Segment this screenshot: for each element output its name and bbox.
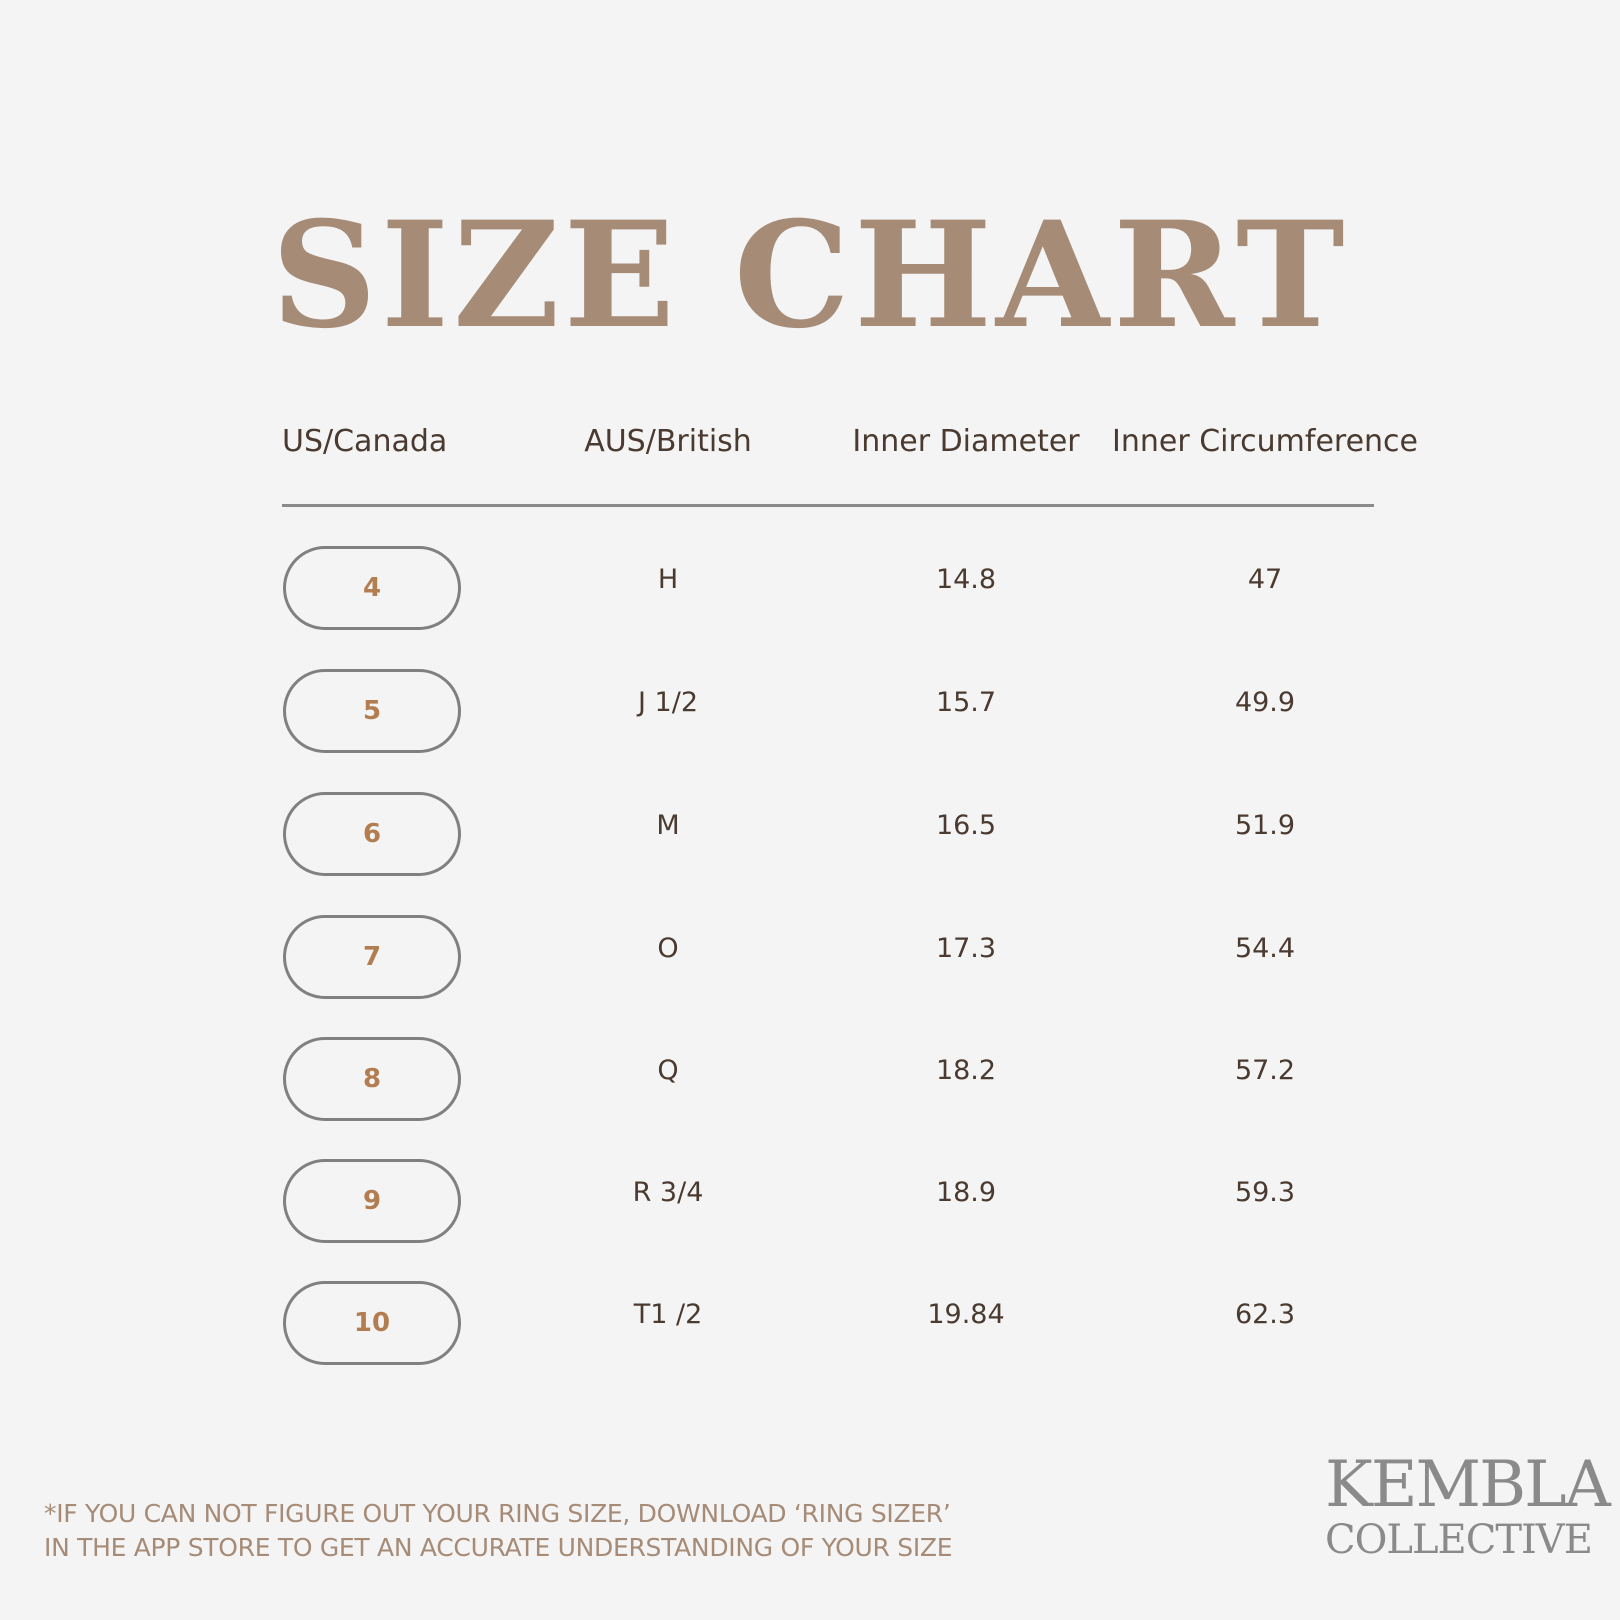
aus-size-cell: T1 /2 — [633, 1299, 703, 1330]
table-row: 9 R 3/4 18.9 59.3 — [0, 1159, 1620, 1243]
header-us-canada: US/Canada — [282, 424, 448, 459]
diameter-cell: 18.9 — [935, 1177, 997, 1208]
circumference-cell: 57.2 — [1234, 1055, 1296, 1086]
table-row: 7 O 17.3 54.4 — [0, 915, 1620, 999]
diameter-cell: 16.5 — [935, 810, 997, 841]
us-size-pill: 9 — [283, 1159, 461, 1243]
aus-size-cell: Q — [657, 1055, 679, 1086]
circumference-cell: 54.4 — [1234, 933, 1296, 964]
us-size-pill: 5 — [283, 669, 461, 753]
circumference-cell: 47 — [1247, 564, 1283, 595]
us-size-pill: 10 — [283, 1281, 461, 1365]
diameter-cell: 19.84 — [927, 1299, 1005, 1330]
us-size-pill: 7 — [283, 915, 461, 999]
logo-line2: COLLECTIVE — [1325, 1517, 1593, 1563]
page-title: SIZE CHART — [271, 190, 1349, 361]
circumference-cell: 62.3 — [1234, 1299, 1296, 1330]
circumference-cell: 51.9 — [1234, 810, 1296, 841]
footer-note-line1: *IF YOU CAN NOT FIGURE OUT YOUR RING SIZ… — [44, 1499, 951, 1528]
header-inner-circumference: Inner Circumference — [1111, 424, 1419, 459]
table-row: 8 Q 18.2 57.2 — [0, 1037, 1620, 1121]
us-size-pill: 8 — [283, 1037, 461, 1121]
aus-size-cell: M — [656, 810, 680, 841]
aus-size-cell: H — [657, 564, 679, 595]
diameter-cell: 17.3 — [935, 933, 997, 964]
table-row: 5 J 1/2 15.7 49.9 — [0, 669, 1620, 753]
circumference-cell: 59.3 — [1234, 1177, 1296, 1208]
header-aus-british: AUS/British — [584, 424, 752, 459]
aus-size-cell: J 1/2 — [638, 687, 698, 718]
diameter-cell: 15.7 — [935, 687, 997, 718]
aus-size-cell: O — [657, 933, 679, 964]
table-row: 6 M 16.5 51.9 — [0, 792, 1620, 876]
header-inner-diameter: Inner Diameter — [852, 424, 1080, 459]
footer-note-line2: IN THE APP STORE TO GET AN ACCURATE UNDE… — [44, 1533, 953, 1562]
table-row: 4 H 14.8 47 — [0, 546, 1620, 630]
circumference-cell: 49.9 — [1234, 687, 1296, 718]
us-size-pill: 4 — [283, 546, 461, 630]
header-divider — [282, 504, 1374, 507]
footer-note: *IF YOU CAN NOT FIGURE OUT YOUR RING SIZ… — [44, 1497, 953, 1565]
diameter-cell: 18.2 — [935, 1055, 997, 1086]
logo-line1: KEMBLA — [1325, 1448, 1611, 1522]
table-row: 10 T1 /2 19.84 62.3 — [0, 1281, 1620, 1365]
us-size-pill: 6 — [283, 792, 461, 876]
brand-logo: KEMBLA COLLECTIVE — [1325, 1448, 1611, 1563]
diameter-cell: 14.8 — [935, 564, 997, 595]
aus-size-cell: R 3/4 — [632, 1177, 704, 1208]
